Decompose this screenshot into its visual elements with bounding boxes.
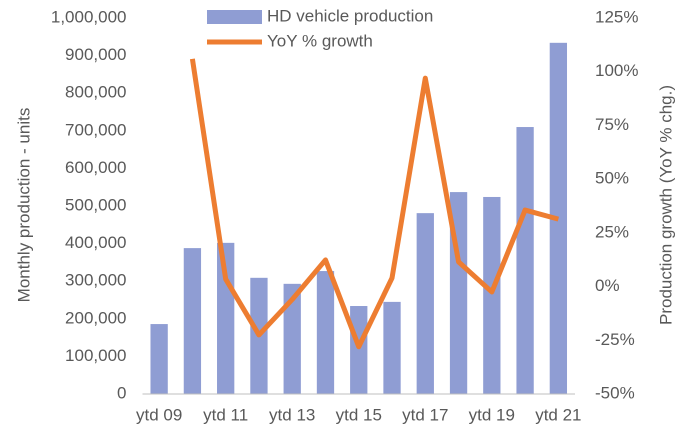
x-tick-label: ytd 13 <box>269 405 315 424</box>
y-tick-label: 400,000 <box>65 233 126 252</box>
bar <box>150 324 168 394</box>
y2-tick-label: 50% <box>595 169 629 188</box>
x-tick-label: ytd 19 <box>469 405 515 424</box>
y-tick-label: 900,000 <box>65 45 126 64</box>
x-tick-label: ytd 15 <box>336 405 382 424</box>
y2-tick-label: -50% <box>595 383 635 402</box>
x-tick-label: ytd 17 <box>402 405 448 424</box>
y-tick-label: 100,000 <box>65 346 126 365</box>
y2-tick-label: 0% <box>595 276 620 295</box>
y2-tick-label: 125% <box>595 7 638 26</box>
legend-label: YoY % growth <box>267 31 373 50</box>
bar <box>183 248 202 394</box>
bar <box>516 127 534 394</box>
bar <box>483 196 501 394</box>
bar <box>383 301 401 394</box>
y-axis-title: Monthly production - units <box>14 108 33 303</box>
y2-tick-label: 100% <box>595 61 638 80</box>
y2-tick-label: 75% <box>595 115 629 134</box>
y-tick-label: 0 <box>117 383 126 402</box>
y-tick-label: 1,000,000 <box>51 7 127 26</box>
y2-axis-title: Production growth (YoY % chg.) <box>656 85 675 325</box>
y-tick-label: 500,000 <box>65 195 126 214</box>
y-tick-label: 700,000 <box>65 120 126 139</box>
y2-tick-label: 25% <box>595 222 629 241</box>
bar <box>283 283 301 394</box>
x-tick-label: ytd 09 <box>136 405 182 424</box>
legend-label: HD vehicle production <box>267 6 433 25</box>
bar <box>350 306 368 394</box>
bar <box>316 271 335 394</box>
bar <box>416 213 434 394</box>
y-tick-label: 800,000 <box>65 83 126 102</box>
bar <box>217 242 235 394</box>
y-tick-label: 300,000 <box>65 271 126 290</box>
x-tick-label: ytd 21 <box>535 405 581 424</box>
line <box>189 58 560 350</box>
x-tick-label: ytd 11 <box>203 405 248 424</box>
legend-swatch <box>207 10 262 24</box>
y-tick-label: 200,000 <box>65 308 126 327</box>
y2-tick-label: -25% <box>595 330 635 349</box>
y-tick-label: 600,000 <box>65 158 126 177</box>
